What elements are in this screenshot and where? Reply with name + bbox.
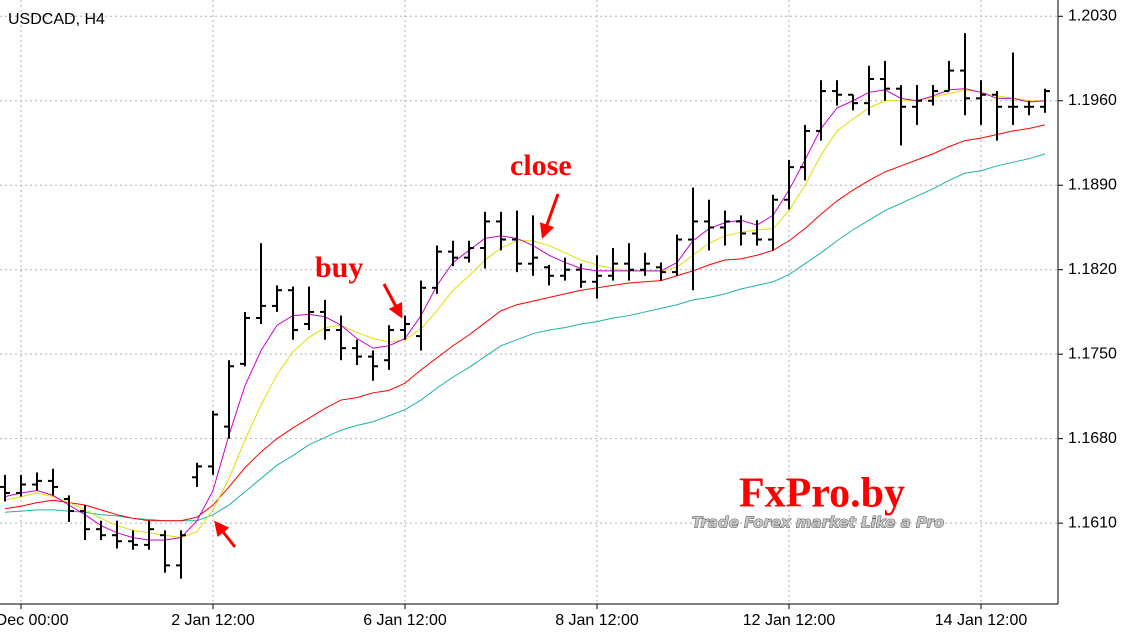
watermark-subtitle: Trade Forex market Like a Pro: [692, 514, 944, 532]
cross-arrow: [214, 520, 237, 548]
y-tick-label: 1.1680: [1068, 430, 1117, 447]
annotation-buy: buy: [315, 251, 363, 284]
bar-layer: [0, 33, 1050, 579]
annotation-close: close: [510, 149, 572, 182]
buy-arrow: [382, 283, 403, 319]
moving-average-line: [4, 88, 1046, 541]
x-tick-label: 8 Jan 12:00: [555, 612, 639, 629]
y-tick-label: 1.2030: [1068, 7, 1117, 24]
watermark-title: FxPro.by: [739, 471, 905, 517]
close-arrow: [539, 193, 560, 239]
y-tick-label: 1.1820: [1068, 261, 1117, 278]
moving-average-line: [4, 124, 1046, 522]
x-tick-label: 2 Jan 12:00: [171, 612, 255, 629]
x-tick-label: 12 Jan 12:00: [743, 612, 836, 629]
y-tick-label: 1.1750: [1068, 345, 1117, 362]
chart-title: USDCAD, H4: [8, 11, 105, 28]
x-tick-label: 14 Jan 12:00: [935, 612, 1028, 629]
x-tick-label: 6 Jan 12:00: [363, 612, 447, 629]
ma-layer: [4, 88, 1046, 541]
y-tick-label: 1.1610: [1068, 514, 1117, 531]
y-tick-label: 1.1890: [1068, 176, 1117, 193]
moving-average-line: [4, 89, 1045, 539]
x-tick-label: 30 Dec 00:00: [0, 612, 69, 629]
axis-layer: 1.2030 1.1960 1.1890 1.1820 1.1750 1.1680 1.16…: [0, 7, 1117, 629]
y-tick-label: 1.1960: [1068, 92, 1117, 109]
